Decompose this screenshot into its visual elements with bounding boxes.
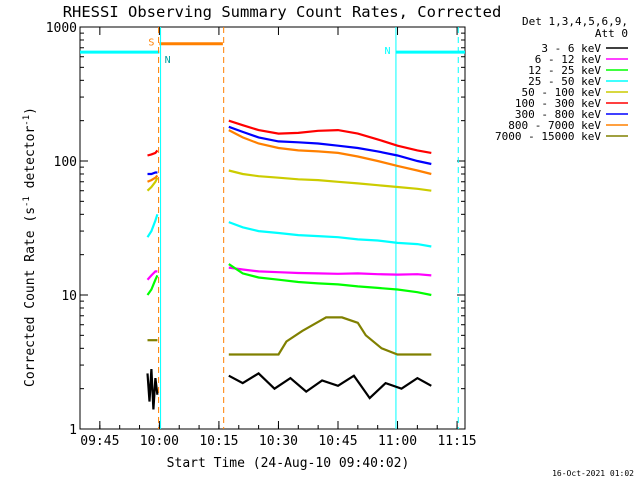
attenuator-label: S <box>148 38 154 49</box>
series-line <box>228 125 432 166</box>
legend-label: 12 - 25 keV <box>528 64 601 77</box>
series-line <box>228 372 432 400</box>
series-line <box>228 266 432 277</box>
night-label: N <box>165 55 171 66</box>
legend-label: 100 - 300 keV <box>515 97 601 110</box>
series-line <box>228 221 432 248</box>
legend-label: 3 - 6 keV <box>541 42 601 55</box>
legend-header: Det 1,3,4,5,6,9, <box>522 15 628 28</box>
attenuator-label: N <box>385 46 391 57</box>
x-tick-label: 09:45 <box>80 434 119 449</box>
y-tick-label: 10 <box>61 289 77 304</box>
series-line <box>146 274 159 296</box>
legend-label: 800 - 7000 keV <box>508 119 601 132</box>
series-line <box>228 263 432 297</box>
x-tick-label: 11:00 <box>378 434 417 449</box>
x-tick-label: 10:30 <box>259 434 298 449</box>
date-stamp: 16-Oct-2021 01:02 <box>552 469 634 478</box>
y-tick-label: 1000 <box>46 21 77 36</box>
series-line <box>147 174 159 183</box>
series-line <box>228 119 432 154</box>
legend-label: 25 - 50 keV <box>528 75 601 88</box>
series-line <box>146 177 159 192</box>
y-tick-label: 100 <box>54 155 77 170</box>
series-line <box>147 149 159 157</box>
series-line <box>228 169 432 192</box>
series-line <box>146 369 159 410</box>
series-line <box>146 213 159 238</box>
series-line <box>147 171 158 176</box>
series-line <box>146 270 158 281</box>
legend-label: 7000 - 15000 keV <box>495 130 601 143</box>
legend-label: 300 - 800 keV <box>515 108 601 121</box>
x-tick-label: 10:45 <box>318 434 357 449</box>
legend-header: Att 0 <box>595 27 628 40</box>
x-tick-label: 10:15 <box>199 434 238 449</box>
series-line <box>228 316 432 356</box>
x-tick-label: 10:00 <box>140 434 179 449</box>
y-axis-label: Corrected Count Rate (s-1 detector-1) <box>22 107 38 387</box>
plot-area: 1 10 100 1000 09:45 10:00 10:15 10:30 10:45 11:00… <box>46 21 477 449</box>
legend-label: 6 - 12 keV <box>535 53 602 66</box>
x-axis-label: Start Time (24-Aug-10 09:40:02) <box>167 456 410 471</box>
legend-label: 50 - 100 keV <box>522 86 602 99</box>
x-tick-label: 11:15 <box>437 434 476 449</box>
chart-title: RHESSI Observing Summary Count Rates, Co… <box>63 3 502 21</box>
y-tick-label: 1 <box>69 423 77 438</box>
plot-frame <box>79 26 466 430</box>
series-line <box>228 129 432 176</box>
